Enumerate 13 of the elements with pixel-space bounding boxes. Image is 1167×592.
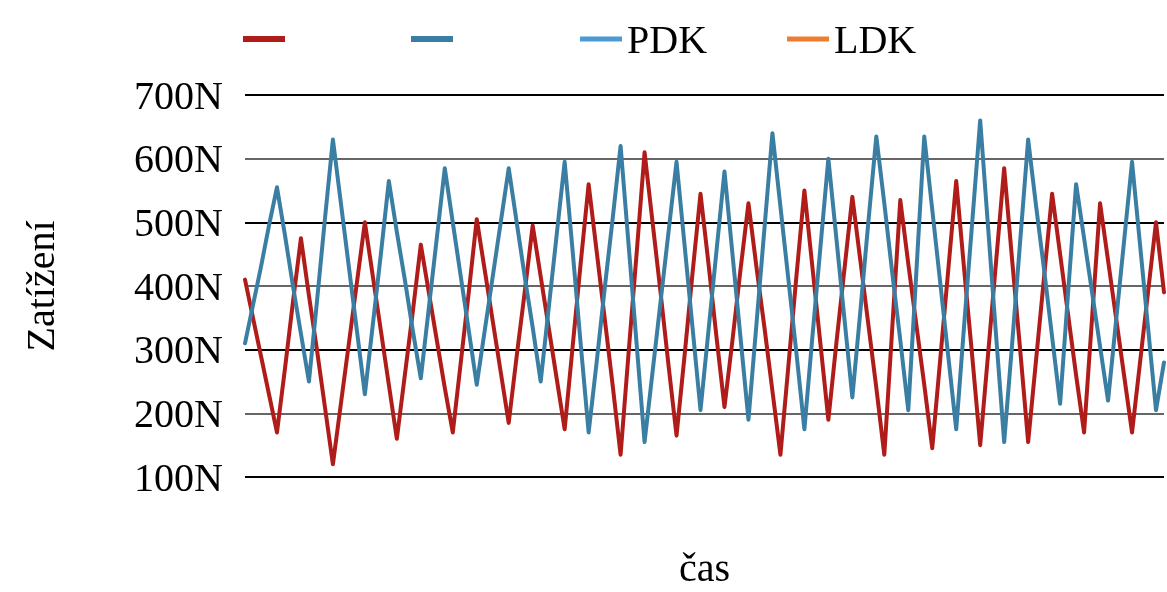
y-tick-label: 300N <box>134 327 223 373</box>
y-tick-label: 600N <box>134 136 223 182</box>
x-axis-title: čas <box>678 544 731 590</box>
legend-label: PDK <box>627 16 708 62</box>
y-axis-title: Zatížení <box>17 220 63 352</box>
y-tick-label: 200N <box>134 390 223 436</box>
y-tick-label: 400N <box>134 263 223 309</box>
y-tick-label: 100N <box>134 454 223 500</box>
line-series <box>243 118 1166 444</box>
y-tick-label: 700N <box>134 72 223 118</box>
y-tick-label: 500N <box>134 199 223 245</box>
legend-label: LDK <box>834 16 917 62</box>
line-series <box>243 150 1166 467</box>
